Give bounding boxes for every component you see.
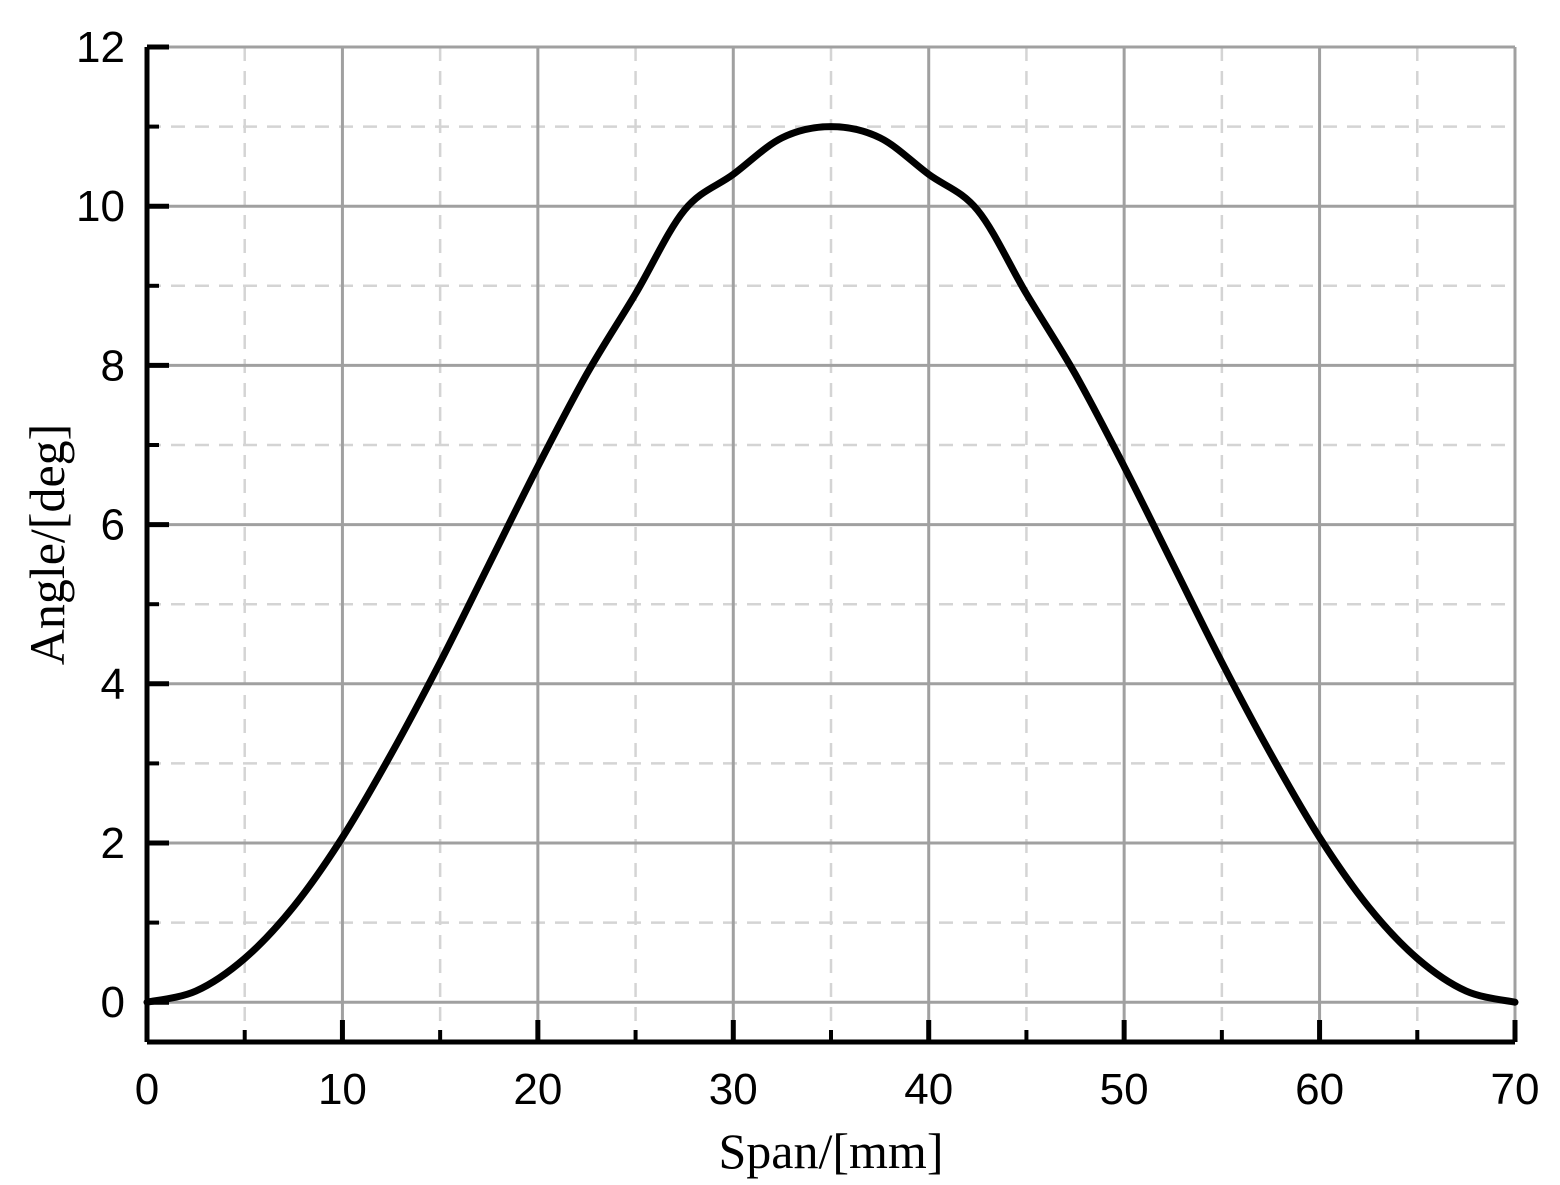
- y-axis-ticks: 0 2 4 6 8 10 12: [76, 23, 169, 1027]
- x-tick-label: 20: [513, 1065, 562, 1114]
- x-tick-label: 60: [1295, 1065, 1344, 1114]
- y-tick-label: 10: [76, 182, 125, 231]
- minor-grid: [147, 47, 1515, 1042]
- y-axis-title: Angle/[deg]: [19, 424, 75, 666]
- major-grid: [147, 45, 1517, 1042]
- x-axis-ticks: 0 10 20 30 40 50 60 70: [135, 1020, 1540, 1114]
- y-tick-label: 6: [101, 501, 125, 550]
- y-tick-label: 2: [101, 819, 125, 868]
- y-tick-label: 4: [101, 660, 125, 709]
- y-tick-label: 0: [101, 978, 125, 1027]
- x-tick-label: 70: [1491, 1065, 1540, 1114]
- x-tick-label: 10: [318, 1065, 367, 1114]
- x-tick-label: 50: [1100, 1065, 1149, 1114]
- x-tick-label: 30: [709, 1065, 758, 1114]
- y-tick-label: 8: [101, 341, 125, 390]
- series-line: [143, 123, 1519, 1006]
- x-axis-title: Span/[mm]: [719, 1123, 944, 1179]
- x-tick-label: 40: [904, 1065, 953, 1114]
- y-tick-label: 12: [76, 23, 125, 72]
- x-tick-label: 0: [135, 1065, 159, 1114]
